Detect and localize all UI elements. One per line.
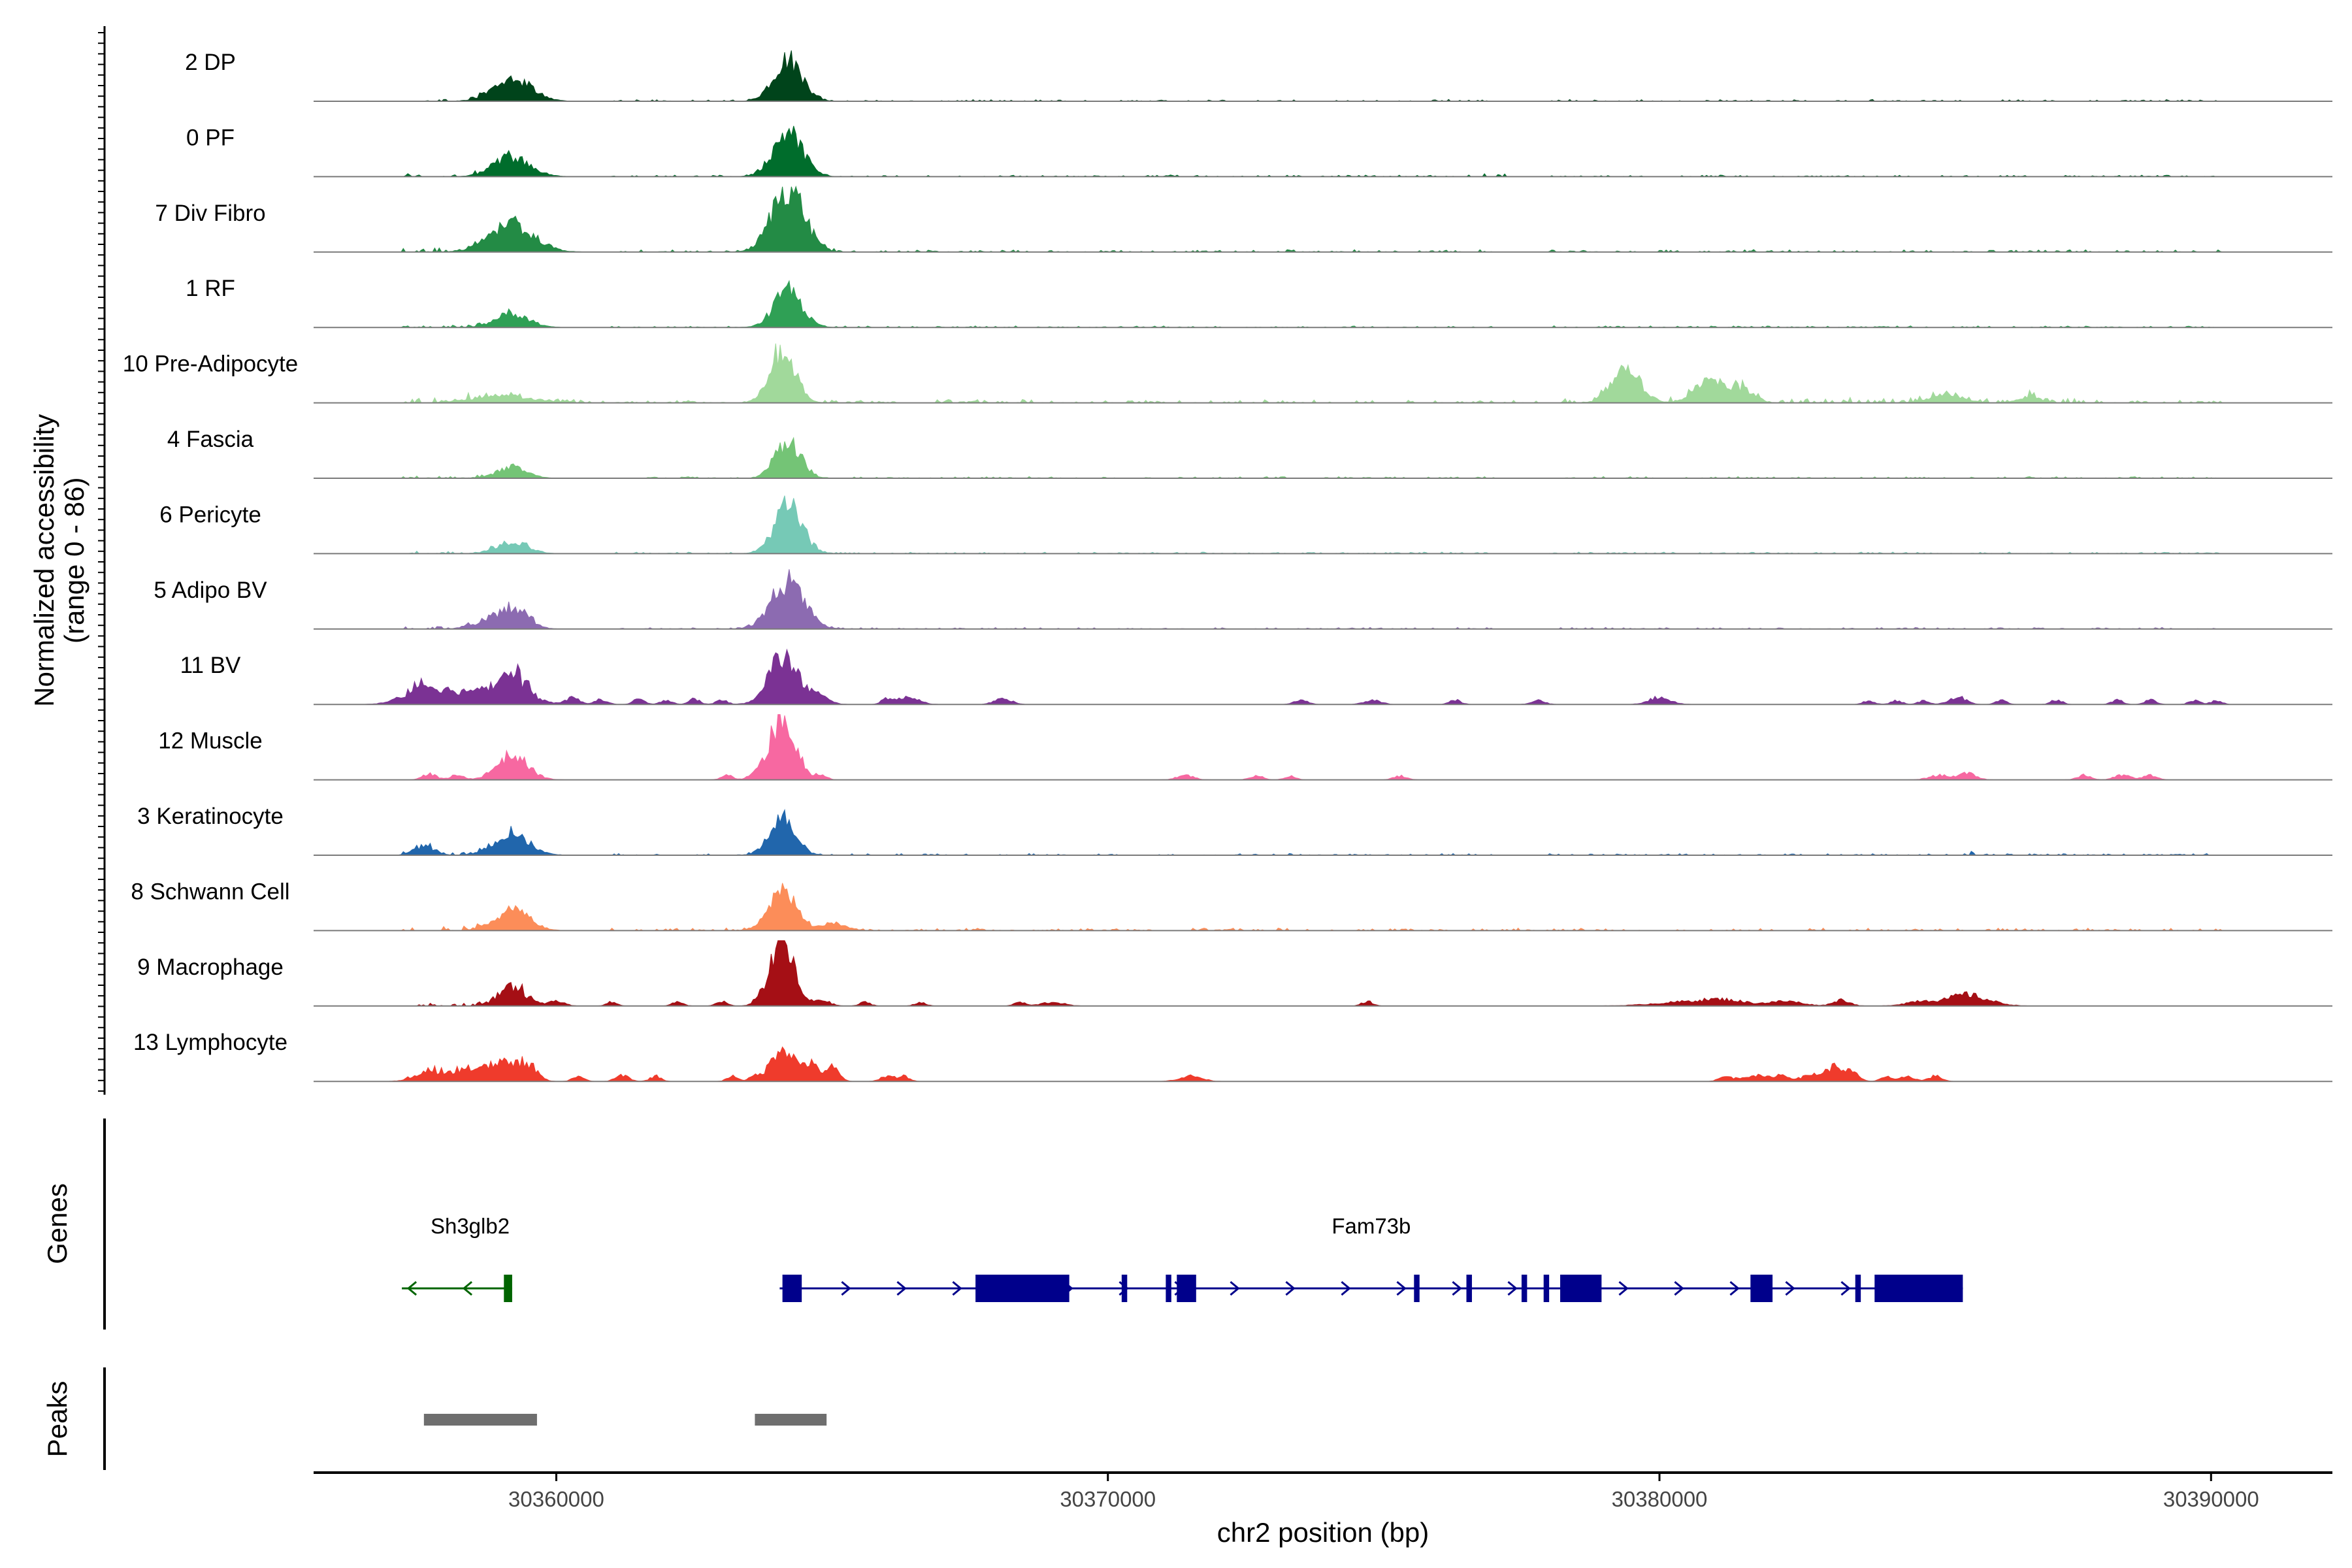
coverage-area <box>314 280 2332 328</box>
gene-exon <box>1874 1275 1963 1302</box>
coverage-track: 5 Adipo BV <box>154 569 2332 630</box>
gene-exon <box>1166 1275 1171 1302</box>
gene-model: Sh3glb2 <box>402 1214 512 1302</box>
coverage-track: 12 Muscle <box>158 714 2332 781</box>
gene-name-label: Fam73b <box>1331 1214 1411 1238</box>
track-label: 13 Lymphocyte <box>133 1030 287 1055</box>
coverage-area <box>314 809 2332 856</box>
gene-exon <box>1543 1275 1550 1302</box>
gene-strand-arrow <box>1840 1281 1851 1296</box>
track-label: 2 DP <box>185 50 236 75</box>
track-label: 1 RF <box>186 276 235 301</box>
gene-exon <box>504 1275 512 1302</box>
gene-exon <box>1521 1275 1527 1302</box>
track-label: 4 Fascia <box>167 427 254 452</box>
coverage-tracks: 2 DP 0 PF 7 Div Fibro 1 RF 10 Pre-Adipocyte 4… <box>29 26 2332 1095</box>
coverage-track: 11 BV <box>180 648 2332 706</box>
coverage-area <box>314 125 2332 178</box>
gene-strand-arrow <box>841 1281 851 1296</box>
coverage-track: 6 Pericyte <box>159 495 2332 555</box>
x-axis: 30360000 30370000 30380000 30390000 chr2 pos… <box>314 1471 2332 1548</box>
gene-strand-arrow <box>896 1281 907 1296</box>
gene-exon <box>1560 1275 1602 1302</box>
gene-exon <box>1466 1275 1472 1302</box>
track-label: 9 Macrophage <box>137 955 284 980</box>
coverage-y-axis-title-line: (range 0 - 86) <box>59 478 90 644</box>
gene-strand-arrow <box>1729 1281 1740 1296</box>
peaks-axis-title: Peaks <box>42 1381 73 1458</box>
track-label: 6 Pericyte <box>159 502 261 527</box>
gene-strand-arrow <box>1230 1281 1240 1296</box>
track-label: 10 Pre-Adipocyte <box>123 351 298 377</box>
coverage-track: 8 Schwann Cell <box>131 879 2332 932</box>
coverage-area <box>314 343 2332 404</box>
gene-strand-arrow <box>1341 1281 1351 1296</box>
coverage-area <box>314 648 2332 705</box>
x-axis-tick-label: 30390000 <box>2163 1487 2259 1511</box>
coverage-track: 3 Keratinocyte <box>137 804 2332 856</box>
coverage-track: 9 Macrophage <box>137 940 2332 1007</box>
gene-exon <box>975 1275 1070 1302</box>
gene-annotation-track: Genes Sh3glb2 Fam73b <box>42 1119 1963 1330</box>
track-label: 7 Div Fibro <box>155 201 265 226</box>
gene-exon <box>1121 1275 1128 1302</box>
gene-name-label: Sh3glb2 <box>431 1214 510 1238</box>
x-axis-tick-label: 30380000 <box>1612 1487 1708 1511</box>
gene-strand-arrow <box>1618 1281 1629 1296</box>
gene-exon <box>1177 1275 1196 1302</box>
gene-strand-arrow <box>462 1281 473 1296</box>
gene-strand-arrow <box>1285 1281 1296 1296</box>
gene-exon <box>782 1275 802 1302</box>
coverage-area <box>314 883 2332 932</box>
gene-strand-arrow <box>1674 1281 1684 1296</box>
coverage-track: 10 Pre-Adipocyte <box>123 343 2332 404</box>
peak-annotation-track: Peaks <box>42 1367 827 1470</box>
track-label: 3 Keratinocyte <box>137 804 284 829</box>
coverage-area <box>314 436 2332 479</box>
coverage-area <box>314 569 2332 630</box>
gene-exon <box>1855 1275 1861 1302</box>
gene-exon <box>1750 1275 1773 1302</box>
coverage-track: 13 Lymphocyte <box>133 1030 2332 1083</box>
track-label: 8 Schwann Cell <box>131 879 289 904</box>
x-axis-title: chr2 position (bp) <box>1217 1517 1429 1548</box>
gene-strand-arrow <box>406 1281 417 1296</box>
genes-axis-title: Genes <box>42 1183 73 1264</box>
coverage-area <box>314 186 2332 253</box>
gene-exon <box>1414 1275 1420 1302</box>
coverage-area <box>314 495 2332 555</box>
x-axis-tick-label: 30360000 <box>508 1487 604 1511</box>
coverage-track: 7 Div Fibro <box>155 186 2332 253</box>
track-label: 11 BV <box>180 653 241 678</box>
gene-strand-arrow <box>1507 1281 1518 1296</box>
gene-strand-arrow <box>1785 1281 1795 1296</box>
coverage-track: 2 DP <box>185 50 2332 102</box>
track-label: 5 Adipo BV <box>154 578 267 603</box>
gene-strand-arrow <box>1452 1281 1462 1296</box>
coverage-y-axis-title: Normalized accessibility(range 0 - 86) <box>29 414 90 707</box>
coverage-area <box>314 50 2332 102</box>
x-axis-tick-label: 30370000 <box>1060 1487 1156 1511</box>
gene-strand-arrow <box>952 1281 962 1296</box>
coverage-area <box>314 1046 2332 1082</box>
coverage-area <box>314 940 2332 1007</box>
coverage-track: 0 PF <box>186 125 2332 178</box>
track-label: 12 Muscle <box>158 728 263 754</box>
coverage-track: 1 RF <box>186 276 2332 329</box>
coverage-track: 4 Fascia <box>167 427 2332 479</box>
track-label: 0 PF <box>186 125 235 150</box>
gene-model: Fam73b <box>779 1214 1963 1302</box>
peak-region-bar <box>423 1414 537 1426</box>
gene-strand-arrow <box>1396 1281 1407 1296</box>
coverage-area <box>314 714 2332 781</box>
peak-region-bar <box>755 1414 827 1426</box>
coverage-y-axis-title-line: Normalized accessibility <box>29 414 59 707</box>
